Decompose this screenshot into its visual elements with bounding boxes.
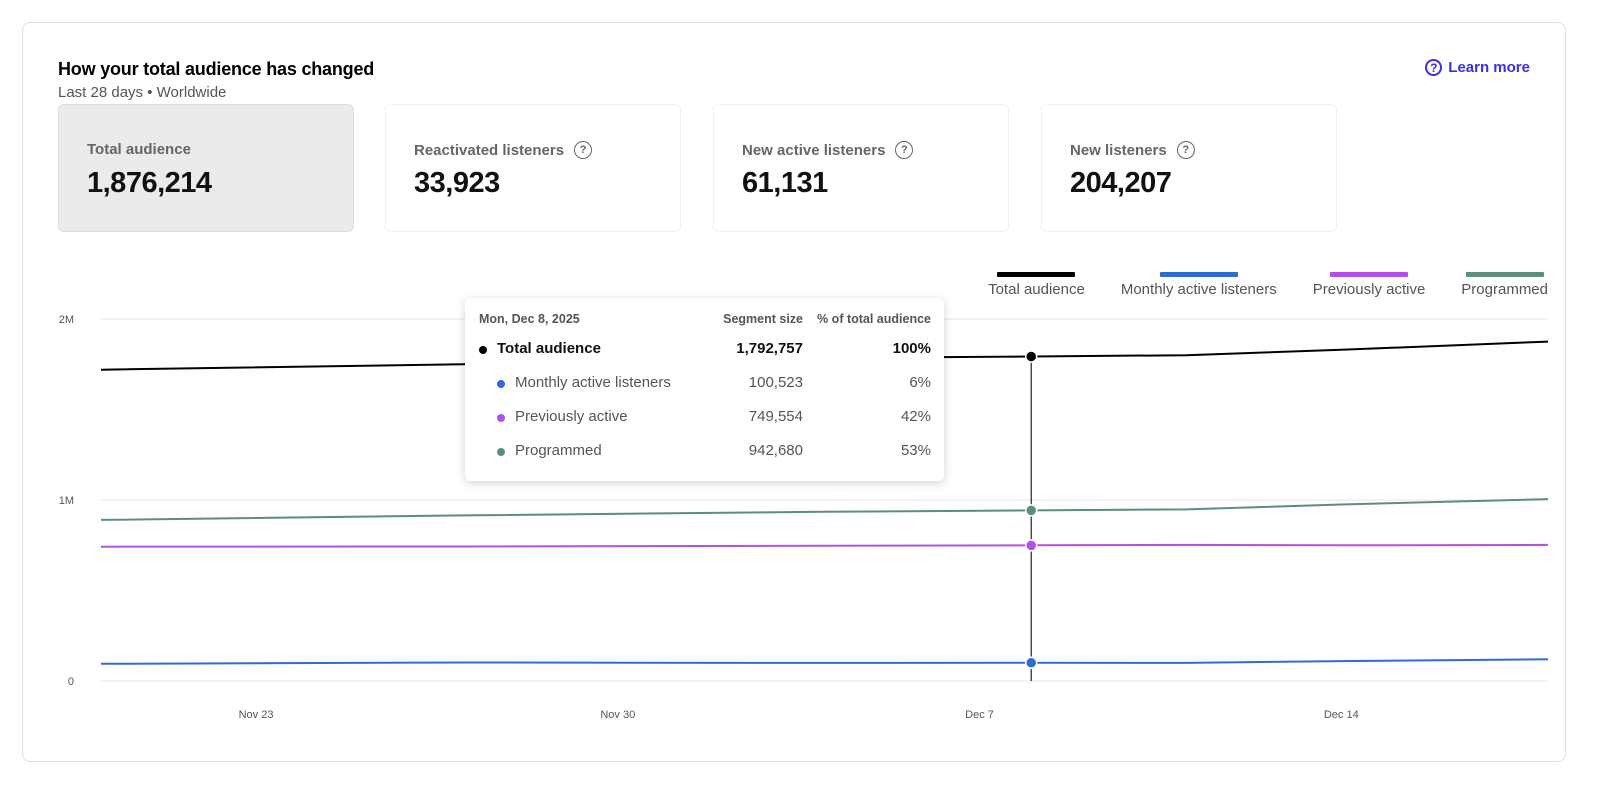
tooltip-row-name: Total audience: [497, 340, 601, 357]
y-tick-label: 2M: [59, 314, 74, 326]
x-tick-label: Nov 23: [239, 709, 274, 721]
y-tick-label: 1M: [59, 495, 74, 507]
tooltip-row-name: Monthly active listeners: [515, 374, 671, 391]
metric-value: 33,923: [414, 167, 500, 199]
learn-more-link[interactable]: ? Learn more: [1425, 59, 1530, 76]
x-tick-label: Dec 7: [965, 709, 994, 721]
tooltip-row-name: Programmed: [515, 442, 602, 459]
metric-label: Reactivated listeners: [414, 141, 565, 159]
legend-label: Total audience: [988, 281, 1085, 298]
learn-more-label: Learn more: [1448, 59, 1530, 76]
tooltip-row: Total audience 1,792,757 100%: [465, 338, 944, 362]
highlight-point: [1024, 350, 1038, 363]
series-dot: [497, 414, 505, 422]
tooltip-date: Mon, Dec 8, 2025: [479, 312, 580, 326]
metric-reactivated-listeners[interactable]: Reactivated listeners? 33,923: [385, 104, 681, 232]
legend-label: Monthly active listeners: [1120, 281, 1277, 298]
chart-legend: Total audience Monthly active listeners …: [988, 272, 1548, 298]
tooltip-row: Monthly active listeners 100,523 6%: [465, 372, 944, 396]
metric-value: 61,131: [742, 167, 828, 199]
tooltip-row-pct: 53%: [900, 442, 931, 459]
tooltip-col-pct: % of total audience: [817, 312, 931, 326]
highlight-point: [1024, 656, 1038, 670]
tooltip-row-size: 749,554: [748, 408, 803, 425]
legend-label: Programmed: [1461, 281, 1548, 298]
legend-label: Previously active: [1312, 281, 1426, 298]
series-line: [100, 498, 1549, 521]
metric-new-listeners[interactable]: New listeners? 204,207: [1041, 104, 1337, 232]
legend-item-total-audience[interactable]: Total audience: [988, 272, 1085, 298]
metric-label: New active listeners: [742, 141, 886, 159]
x-tick-label: Nov 30: [600, 709, 635, 721]
legend-swatch: [1465, 272, 1544, 277]
help-icon[interactable]: ?: [1176, 141, 1195, 159]
help-icon[interactable]: ?: [895, 141, 914, 159]
tooltip-row-pct: 6%: [909, 374, 931, 391]
metric-total-audience[interactable]: Total audience 1,876,214: [58, 104, 354, 232]
series-dot: [497, 380, 505, 388]
legend-swatch: [1330, 272, 1409, 277]
legend-item-previously-active[interactable]: Previously active: [1312, 272, 1426, 298]
series-dot: [497, 448, 505, 456]
x-tick-label: Dec 14: [1324, 709, 1359, 721]
y-tick-label: 0: [68, 676, 74, 688]
metric-label: Total audience: [87, 141, 191, 158]
legend-item-programmed[interactable]: Programmed: [1461, 272, 1548, 298]
tooltip-col-size: Segment size: [723, 312, 803, 326]
metric-label: New listeners: [1070, 141, 1167, 159]
tooltip-row-size: 100,523: [748, 374, 803, 391]
chart-tooltip: Mon, Dec 8, 2025 Segment size % of total…: [465, 298, 944, 481]
series-dot: [479, 346, 487, 354]
tooltip-row: Previously active 749,554 42%: [465, 406, 944, 430]
metric-value: 204,207: [1070, 167, 1172, 199]
tooltip-row-pct: 100%: [892, 340, 931, 357]
metric-new-active-listeners[interactable]: New active listeners? 61,131: [713, 104, 1009, 232]
highlight-point: [1024, 539, 1038, 552]
tooltip-row-name: Previously active: [515, 408, 628, 425]
legend-swatch: [1159, 272, 1238, 277]
highlight-point: [1024, 504, 1038, 517]
series-line: [100, 658, 1549, 665]
tooltip-row-size: 1,792,757: [736, 340, 803, 357]
metric-value: 1,876,214: [87, 167, 212, 199]
tooltip-row: Programmed 942,680 53%: [465, 440, 944, 464]
page-title: How your total audience has changed: [58, 59, 375, 79]
tooltip-row-size: 942,680: [748, 442, 803, 459]
tooltip-row-pct: 42%: [900, 408, 931, 425]
help-icon[interactable]: ?: [574, 141, 593, 159]
legend-item-monthly-active[interactable]: Monthly active listeners: [1121, 272, 1277, 298]
series-line: [100, 543, 1549, 548]
legend-swatch: [997, 272, 1076, 277]
help-circle-icon: ?: [1425, 59, 1443, 76]
page-subtitle: Last 28 days • Worldwide: [58, 84, 227, 101]
